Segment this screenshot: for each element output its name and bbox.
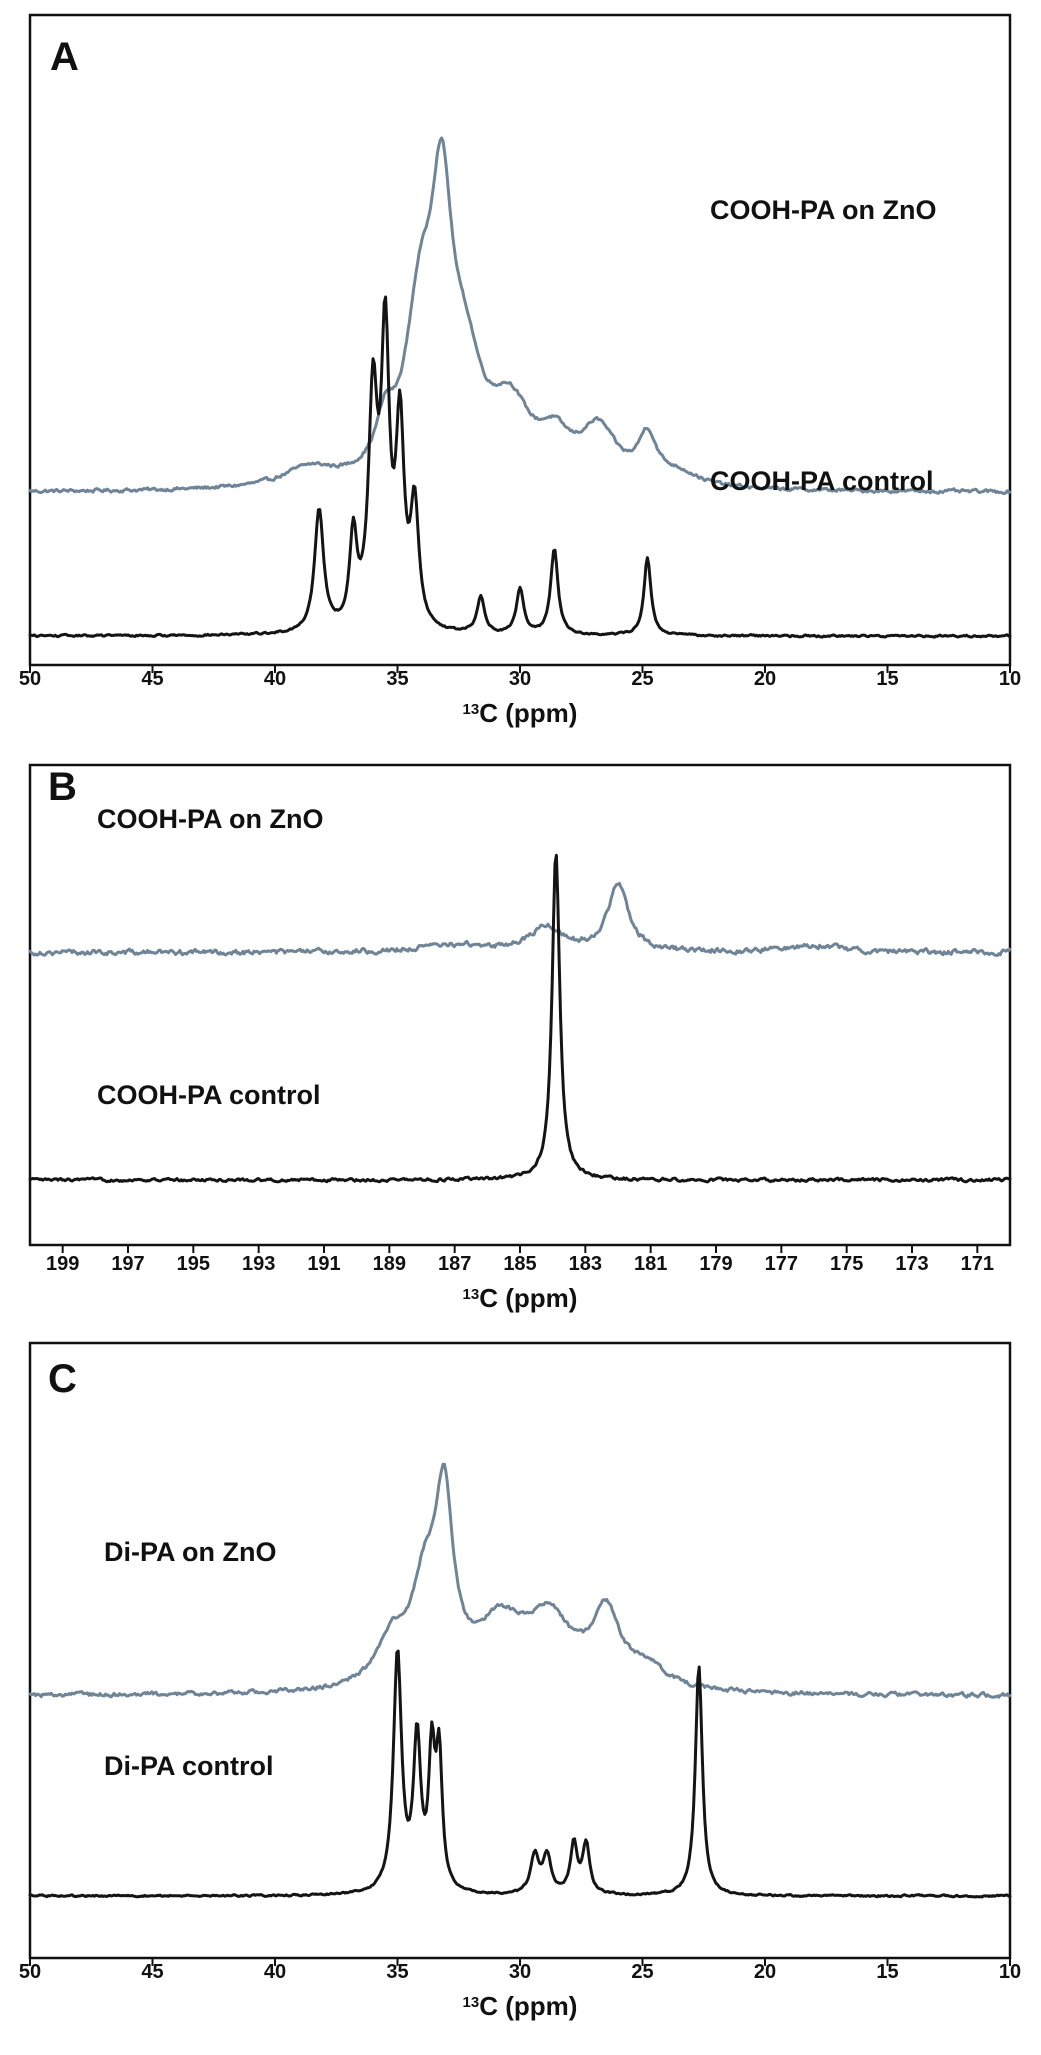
spectrum-trace-on-zno <box>28 136 1012 496</box>
x-tick-label: 50 <box>19 1961 41 1983</box>
x-tick-label: 30 <box>509 668 531 690</box>
x-axis-label: 13C (ppm) <box>463 1991 578 2021</box>
series-label: Di-PA on ZnO <box>104 1537 276 1567</box>
x-axis-label: 13C (ppm) <box>463 698 578 728</box>
x-tick-label: 185 <box>503 1253 536 1275</box>
plot-frame <box>28 763 1012 1247</box>
x-tick-label: 40 <box>264 1961 286 1983</box>
x-tick-label: 191 <box>307 1253 340 1275</box>
panel-letter: A <box>50 35 79 79</box>
x-tick-label: 193 <box>242 1253 275 1275</box>
x-tick-label: 15 <box>876 668 898 690</box>
x-axis-label: 13C (ppm) <box>463 1283 578 1313</box>
series-label: COOH-PA control <box>97 1080 321 1110</box>
x-tick-label: 197 <box>111 1253 144 1275</box>
spectrum-trace-on-zno <box>28 881 1012 957</box>
x-tick-label: 35 <box>386 668 408 690</box>
x-tick-label: 45 <box>141 1961 163 1983</box>
x-tick-label: 187 <box>438 1253 471 1275</box>
series-label: COOH-PA control <box>710 466 934 496</box>
x-tick-label: 181 <box>634 1253 667 1275</box>
spectrum-trace-control <box>28 1649 1012 1899</box>
x-tick-label: 189 <box>373 1253 406 1275</box>
series-label: Di-PA control <box>104 1751 274 1781</box>
x-tick-label: 40 <box>264 668 286 690</box>
x-tick-label: 20 <box>754 1961 776 1983</box>
x-tick-label: 10 <box>999 1961 1021 1983</box>
x-tick-label: 10 <box>999 668 1021 690</box>
x-tick-label: 35 <box>386 1961 408 1983</box>
x-tick-label: 175 <box>830 1253 863 1275</box>
x-tick-label: 177 <box>765 1253 798 1275</box>
x-tick-label: 45 <box>141 668 163 690</box>
spectrum-trace-on-zno <box>28 1462 1012 1699</box>
x-tick-label: 50 <box>19 668 41 690</box>
x-tick-label: 179 <box>699 1253 732 1275</box>
panel-c: C 50 45 40 35 30 25 20 15 10 13C (ppm) Di-PA on ZnO… <box>19 1341 1021 2021</box>
x-tick-label: 199 <box>46 1253 79 1275</box>
x-tick-label: 25 <box>631 1961 653 1983</box>
x-tick-label: 20 <box>754 668 776 690</box>
panel-a: A 50 45 40 35 30 25 20 15 10 13C (ppm) COOH-PA on Z… <box>19 13 1021 728</box>
spectrum-trace-control <box>28 295 1012 639</box>
panel-b: B 199 197 195 193 191 189 187 185 183 181 179 177 175… <box>28 763 1012 1313</box>
x-tick-label: 171 <box>961 1253 994 1275</box>
series-label: COOH-PA on ZnO <box>710 195 936 225</box>
plot-frame <box>28 13 1012 667</box>
panel-letter: B <box>48 765 77 809</box>
x-tick-label: 30 <box>509 1961 531 1983</box>
x-tick-label: 25 <box>631 668 653 690</box>
series-label: COOH-PA on ZnO <box>97 804 323 834</box>
x-tick-label: 183 <box>569 1253 602 1275</box>
x-tick-label: 195 <box>177 1253 210 1275</box>
x-tick-label: 173 <box>895 1253 928 1275</box>
spectrum-trace-control <box>28 853 1012 1184</box>
plot-frame <box>28 1341 1012 1960</box>
x-tick-label: 15 <box>876 1961 898 1983</box>
panel-letter: C <box>48 1357 77 1401</box>
